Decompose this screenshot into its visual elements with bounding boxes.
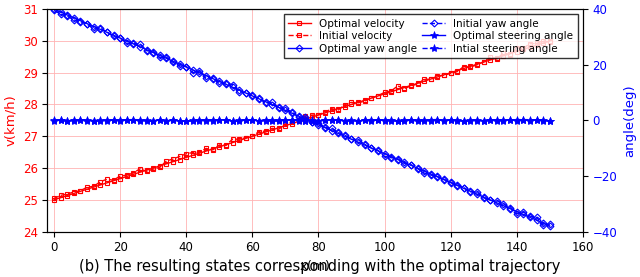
Intial steering angle	[222, 118, 230, 121]
Initial velocity	[308, 113, 316, 117]
Line: Initial velocity: Initial velocity	[52, 38, 552, 201]
Initial velocity	[367, 96, 375, 100]
Initial velocity	[50, 197, 58, 200]
Optimal yaw angle	[546, 224, 554, 228]
Y-axis label: angle(deg): angle(deg)	[623, 84, 636, 157]
Intial steering angle	[50, 118, 58, 121]
Initial yaw angle	[381, 155, 388, 158]
Line: Intial steering angle: Intial steering angle	[50, 116, 554, 125]
Optimal yaw angle	[447, 181, 454, 184]
Line: Optimal velocity: Optimal velocity	[52, 39, 552, 202]
Optimal yaw angle	[222, 83, 230, 86]
Line: Initial yaw angle: Initial yaw angle	[52, 8, 552, 227]
Optimal velocity	[546, 39, 554, 43]
Optimal velocity	[50, 198, 58, 201]
Initial yaw angle	[447, 181, 454, 184]
Initial yaw angle	[308, 121, 316, 124]
Intial steering angle	[308, 119, 316, 122]
Optimal yaw angle	[367, 146, 375, 150]
Initial yaw angle	[97, 27, 104, 30]
Intial steering angle	[433, 118, 441, 121]
Optimal steering angle	[387, 119, 395, 122]
Optimal yaw angle	[308, 120, 316, 124]
Initial yaw angle	[50, 9, 58, 12]
Intial steering angle	[413, 119, 421, 123]
Optimal yaw angle	[381, 152, 388, 155]
Intial steering angle	[97, 119, 104, 122]
X-axis label: x(m): x(m)	[300, 260, 331, 273]
Optimal velocity	[381, 92, 388, 96]
Initial yaw angle	[367, 147, 375, 150]
Optimal steering angle	[433, 118, 441, 121]
Initial yaw angle	[546, 222, 554, 225]
Initial velocity	[222, 144, 230, 147]
Optimal steering angle	[50, 119, 58, 123]
Optimal yaw angle	[50, 7, 58, 11]
Y-axis label: v(km/h): v(km/h)	[4, 94, 17, 146]
Initial velocity	[546, 41, 554, 44]
Optimal velocity	[447, 71, 454, 74]
Optimal yaw angle	[97, 28, 104, 31]
Initial velocity	[381, 91, 388, 94]
Line: Optimal yaw angle: Optimal yaw angle	[52, 7, 552, 229]
Optimal velocity	[222, 143, 230, 146]
Optimal steering angle	[228, 119, 236, 123]
Initial velocity	[97, 180, 104, 183]
Optimal velocity	[97, 183, 104, 187]
Initial velocity	[447, 72, 454, 75]
Optimal velocity	[367, 96, 375, 100]
Optimal steering angle	[460, 119, 468, 123]
Intial steering angle	[381, 119, 388, 122]
Initial velocity	[540, 39, 547, 42]
Intial steering angle	[460, 119, 468, 122]
Text: (b) The resulting states corresponding with the optimal trajectory: (b) The resulting states corresponding w…	[79, 259, 561, 274]
Line: Optimal steering angle: Optimal steering angle	[50, 116, 554, 125]
Optimal steering angle	[143, 119, 150, 123]
Optimal velocity	[308, 116, 316, 119]
Legend: Optimal velocity, Initial velocity, Optimal yaw angle, Initial yaw angle, Optima: Optimal velocity, Initial velocity, Opti…	[284, 14, 577, 58]
Optimal steering angle	[97, 119, 104, 123]
Intial steering angle	[367, 118, 375, 121]
Optimal steering angle	[546, 119, 554, 122]
Intial steering angle	[546, 119, 554, 123]
Optimal steering angle	[315, 119, 323, 122]
Initial yaw angle	[540, 223, 547, 227]
Optimal steering angle	[374, 118, 381, 122]
Initial yaw angle	[222, 81, 230, 85]
